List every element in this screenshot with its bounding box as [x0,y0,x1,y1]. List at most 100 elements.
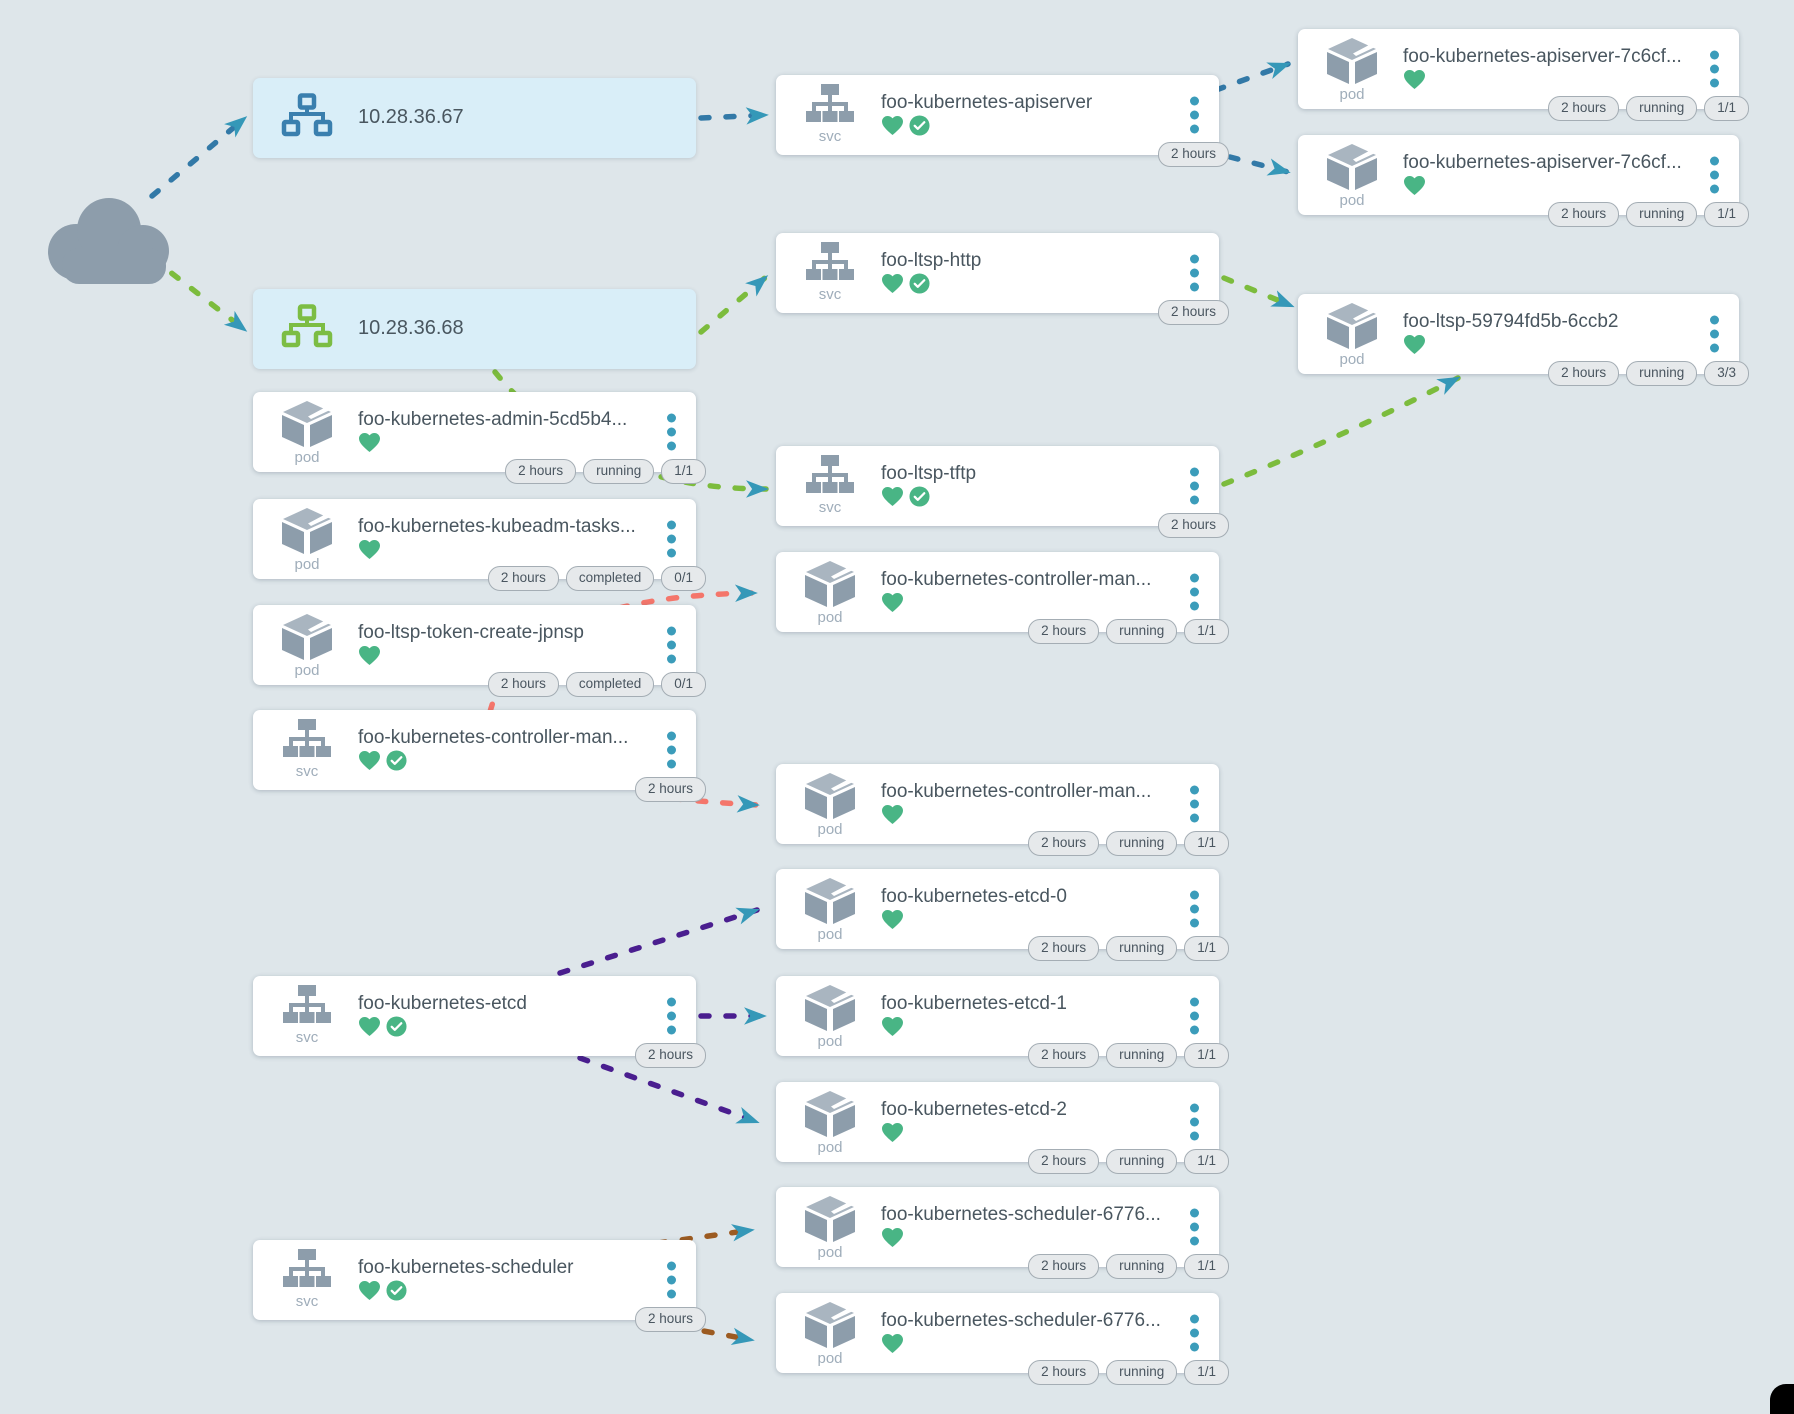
node-pod-controller-manager-1[interactable]: pod foo-kubernetes-controller-man... 2 ho… [776,552,1229,644]
node-title: foo-kubernetes-admin-5cd5b4... [358,409,628,430]
node-host-67[interactable]: 10.28.36.67 [253,78,696,158]
status-badge: 1/1 [1184,619,1229,644]
status-row [881,1333,904,1359]
kebab-menu-icon[interactable] [664,995,679,1038]
node-pod-apiserver-2[interactable]: pod foo-kubernetes-apiserver-7c6cf... 2 h… [1298,135,1749,227]
kebab-menu-icon[interactable] [1187,1101,1202,1144]
node-kind-label: pod [817,609,843,626]
kebab-menu-icon[interactable] [1187,465,1202,508]
edge-cloud-to-host-68 [149,255,248,333]
status-badge: 3/3 [1704,361,1749,386]
badge-row: 2 hours completed 0/1 [487,566,706,591]
status-badge: 2 hours [1157,300,1229,325]
status-badge: 2 hours [1028,1254,1100,1279]
node-title: foo-kubernetes-controller-man... [358,727,629,748]
status-badge: 0/1 [661,566,706,591]
kebab-menu-icon[interactable] [1187,94,1202,137]
kebab-menu-icon[interactable] [1707,48,1722,91]
kebab-menu-icon[interactable] [664,411,679,454]
status-row [358,539,381,565]
node-pod-apiserver-1[interactable]: pod foo-kubernetes-apiserver-7c6cf... 2 h… [1298,29,1749,121]
kebab-menu-icon[interactable] [664,624,679,667]
node-kind-label: pod [1339,351,1365,368]
cloud-icon [40,186,174,286]
node-pod-controller-manager-2[interactable]: pod foo-kubernetes-controller-man... 2 ho… [776,764,1229,856]
badge-row: 2 hours running 1/1 [1028,936,1229,961]
service-icon: svc [275,1247,339,1311]
node-svc-ltsp-tftp[interactable]: svc foo-ltsp-tftp 2 hours [776,446,1229,538]
kebab-menu-icon[interactable] [664,518,679,561]
node-pod-scheduler-1[interactable]: pod foo-kubernetes-scheduler-6776... 2 ho… [776,1187,1229,1279]
status-row [881,273,930,299]
status-badge: running [1626,202,1698,227]
kebab-menu-icon[interactable] [1187,1312,1202,1355]
kebab-menu-icon[interactable] [1187,1206,1202,1249]
node-pod-etcd-0[interactable]: pod foo-kubernetes-etcd-0 2 hours running 1… [776,869,1229,961]
service-icon: svc [275,717,339,781]
status-badge: 2 hours [1028,619,1100,644]
status-row [358,750,407,776]
node-title: foo-kubernetes-etcd-2 [881,1099,1067,1120]
badge-row: 2 hours [634,1307,706,1332]
node-pod-etcd-2[interactable]: pod foo-kubernetes-etcd-2 2 hours running 1… [776,1082,1229,1174]
heart-icon [358,645,381,671]
edge-svc-etcd-to-pod-etcd-0 [557,907,760,976]
node-svc-controller-manager[interactable]: svc foo-kubernetes-controller-man... 2 ho… [253,710,706,802]
kebab-menu-icon[interactable] [1707,154,1722,197]
node-pod-etcd-1[interactable]: pod foo-kubernetes-etcd-1 2 hours running 1… [776,976,1229,1068]
status-badge: 1/1 [1184,936,1229,961]
heart-icon [881,909,904,935]
status-badge: 1/1 [1704,202,1749,227]
kebab-menu-icon[interactable] [664,1259,679,1302]
node-svc-scheduler[interactable]: svc foo-kubernetes-scheduler 2 hours [253,1240,706,1332]
node-pod-admin[interactable]: pod foo-kubernetes-admin-5cd5b4... 2 hour… [253,392,706,484]
badge-row: 2 hours running 1/1 [1028,1149,1229,1174]
pod-cube-icon: pod [798,771,862,839]
service-icon: svc [798,82,862,146]
kebab-menu-icon[interactable] [664,729,679,772]
badge-row: 2 hours running 1/1 [1028,1043,1229,1068]
node-host-68[interactable]: 10.28.36.68 [253,289,696,369]
heart-icon [358,750,381,776]
kebab-menu-icon[interactable] [1187,783,1202,826]
heart-icon [358,1280,381,1306]
node-kind-label: pod [294,449,320,466]
status-badge: running [1106,936,1178,961]
status-badge: 1/1 [1184,1360,1229,1385]
kebab-menu-icon[interactable] [1707,313,1722,356]
node-pod-scheduler-2[interactable]: pod foo-kubernetes-scheduler-6776... 2 ho… [776,1293,1229,1385]
badge-row: 2 hours completed 0/1 [487,672,706,697]
heart-icon [881,1016,904,1042]
node-pod-token-create[interactable]: pod foo-ltsp-token-create-jpnsp 2 hours co… [253,605,706,697]
status-badge: running [583,459,655,484]
status-row [881,804,904,830]
node-svc-apiserver[interactable]: svc foo-kubernetes-apiserver 2 hours [776,75,1229,167]
node-pod-ltsp[interactable]: pod foo-ltsp-59794fd5b-6ccb2 2 hours runni… [1298,294,1749,386]
kebab-menu-icon[interactable] [1187,995,1202,1038]
node-pod-kubeadm-tasks[interactable]: pod foo-kubernetes-kubeadm-tasks... 2 hou… [253,499,706,591]
status-row [881,1122,904,1148]
heart-icon [358,539,381,565]
badge-row: 2 hours [1157,142,1229,167]
service-icon: svc [798,240,862,304]
node-kind-label: pod [1339,192,1365,209]
kebab-menu-icon[interactable] [1187,571,1202,614]
kebab-menu-icon[interactable] [1187,252,1202,295]
edge-svc-apiserver-to-pod-apiserver-1 [1213,61,1291,93]
check-circle-icon [909,273,930,299]
node-kind-label: pod [817,926,843,943]
pod-cube-icon: pod [275,506,339,574]
status-badge: running [1626,96,1698,121]
kebab-menu-icon[interactable] [1187,888,1202,931]
node-title: foo-kubernetes-apiserver-7c6cf... [1403,152,1682,173]
host-network-icon [275,93,339,139]
node-kind-label: pod [817,1033,843,1050]
badge-row: 2 hours running 1/1 [1028,1360,1229,1385]
status-badge: running [1106,1149,1178,1174]
node-svc-etcd[interactable]: svc foo-kubernetes-etcd 2 hours [253,976,706,1068]
status-badge: 1/1 [1184,831,1229,856]
node-svc-ltsp-http[interactable]: svc foo-ltsp-http 2 hours [776,233,1229,325]
pod-cube-icon: pod [1320,142,1384,210]
heart-icon [881,115,904,141]
node-kind-label: svc [818,499,842,516]
